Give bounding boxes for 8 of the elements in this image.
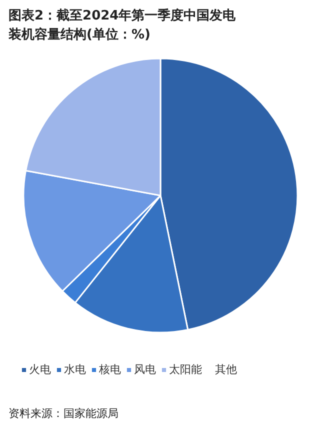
category-label: 其他 bbox=[215, 363, 237, 376]
chart-title: 图表2：截至2024年第一季度中国发电装机容量结构(单位：%) bbox=[8, 8, 237, 42]
legend-label: 核电 bbox=[99, 362, 121, 377]
legend-label: 火电 bbox=[29, 362, 51, 377]
legend-label: 风电 bbox=[134, 362, 156, 377]
legend-label: 水电 bbox=[64, 362, 86, 377]
legend-label: 太阳能 bbox=[169, 362, 202, 377]
text: 资料来源：国家能源局 bbox=[8, 407, 118, 420]
